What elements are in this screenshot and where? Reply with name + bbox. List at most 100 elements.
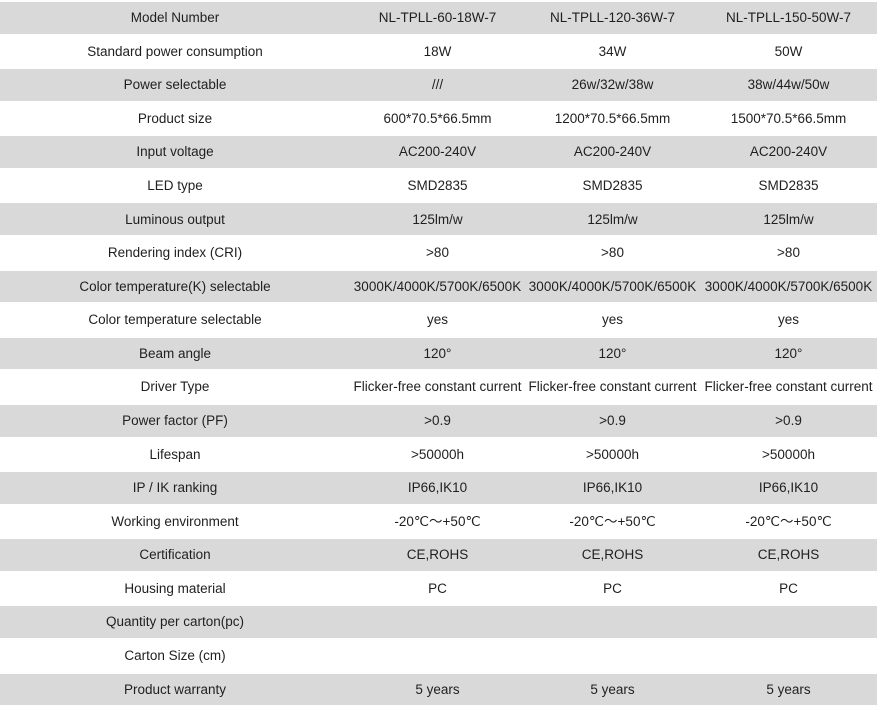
spec-value-model-2: >50000h	[586, 446, 639, 462]
table-row: Color temperature(K) selectable 3000K/40…	[0, 268, 877, 305]
spec-value-model-1: PC	[428, 580, 447, 596]
spec-label: Housing material	[124, 580, 226, 596]
spec-value-model-2: 5 years	[590, 681, 635, 697]
spec-value-model-2: SMD2835	[582, 177, 643, 193]
spec-value-model-1: AC200-240V	[398, 144, 477, 160]
table-row: Rendering index (CRI) >80 >80 >80	[0, 237, 877, 269]
spec-value-model-3: CE,ROHS	[757, 547, 820, 563]
spec-label: Rendering index (CRI)	[107, 245, 243, 261]
spec-label: Lifespan	[149, 446, 201, 462]
table-row: Beam angle 120° 120° 120°	[0, 335, 877, 372]
table-row: Standard power consumption 18W 34W 50W	[0, 35, 877, 68]
spec-value-model-1	[350, 606, 525, 638]
spec-value-model-3: IP66,IK10	[758, 480, 819, 496]
spec-value-model-2: IP66,IK10	[582, 480, 643, 496]
spec-value-model-1: SMD2835	[407, 177, 468, 193]
spec-value-model-3: 38w/44w/50w	[747, 77, 830, 93]
table-row: Carton Size (cm)	[0, 639, 877, 672]
table-row: Input voltage AC200-240V AC200-240V AC20…	[0, 134, 877, 170]
spec-value-model-1: >50000h	[411, 446, 464, 462]
spec-value-model-1	[350, 640, 525, 672]
spec-value-model-1: CE,ROHS	[406, 547, 469, 563]
spec-value-model-2: >80	[601, 245, 624, 261]
table-row: Lifespan >50000h >50000h >50000h	[0, 438, 877, 471]
spec-value-model-2: -20℃～+50℃	[569, 513, 656, 529]
spec-value-model-3	[700, 640, 877, 672]
spec-value-model-3: NL-TPLL-150-50W-7	[725, 10, 852, 26]
spec-value-model-3: SMD2835	[758, 177, 819, 193]
spec-label: IP / IK ranking	[132, 480, 218, 496]
spec-value-model-2: Flicker-free constant current	[528, 379, 697, 395]
table-row: Color temperature selectable yes yes yes	[0, 304, 877, 336]
spec-value-model-3: yes	[777, 312, 799, 328]
spec-value-model-2: 125lm/w	[587, 211, 638, 227]
spec-value-model-2: NL-TPLL-120-36W-7	[549, 10, 676, 26]
spec-label: Power factor (PF)	[122, 412, 228, 428]
table-row: Power factor (PF) >0.9 >0.9 >0.9	[0, 402, 877, 439]
spec-value-model-3	[700, 606, 877, 638]
table-row: Housing material PC PC PC	[0, 572, 877, 605]
table-row: Luminous output 125lm/w 125lm/w 125lm/w	[0, 201, 877, 238]
spec-label: Color temperature(K) selectable	[79, 278, 271, 294]
table-row: Power selectable /// 26w/32w/38w 38w/44w…	[0, 67, 877, 103]
spec-value-model-3: 125lm/w	[763, 211, 814, 227]
spec-value-model-3: >80	[777, 245, 800, 261]
spec-label: Product warranty	[123, 681, 227, 697]
spec-value-model-2: >0.9	[599, 412, 626, 428]
spec-value-model-2: 26w/32w/38w	[571, 77, 654, 93]
spec-label: Driver Type	[140, 379, 210, 395]
spec-value-model-3: 120°	[774, 345, 803, 361]
spec-label: Power selectable	[123, 77, 227, 93]
table-row: Working environment -20℃～+50℃ -20℃～+50℃ …	[0, 505, 877, 538]
spec-label: Product size	[137, 110, 213, 126]
spec-label: Working environment	[111, 513, 239, 529]
spec-value-model-2	[525, 640, 700, 672]
spec-value-model-3: >0.9	[775, 412, 802, 428]
spec-value-model-2: AC200-240V	[573, 144, 652, 160]
spec-value-model-2: 3000K/4000K/5700K/6500K	[528, 278, 697, 294]
spec-value-model-1: 3000K/4000K/5700K/6500K	[353, 278, 522, 294]
spec-value-model-3: >50000h	[762, 446, 815, 462]
spec-label: Input voltage	[136, 144, 214, 160]
spec-value-model-1: -20℃～+50℃	[394, 513, 481, 529]
spec-value-model-3: 3000K/4000K/5700K/6500K	[704, 278, 873, 294]
table-row: Driver Type Flicker-free constant curren…	[0, 371, 877, 403]
spec-value-model-3: 50W	[774, 43, 803, 59]
spec-value-model-1: 120°	[423, 345, 452, 361]
spec-label: Color temperature selectable	[88, 312, 262, 328]
spec-value-model-2: CE,ROHS	[581, 547, 644, 563]
table-row: Certification CE,ROHS CE,ROHS CE,ROHS	[0, 537, 877, 573]
spec-value-model-1: NL-TPLL-60-18W-7	[378, 10, 497, 26]
spec-value-model-2: yes	[601, 312, 623, 328]
spec-value-model-2	[525, 606, 700, 638]
spec-value-model-1: IP66,IK10	[407, 480, 468, 496]
spec-value-model-1: Flicker-free constant current	[353, 379, 522, 395]
spec-label: LED type	[147, 177, 203, 193]
spec-value-model-3: AC200-240V	[749, 144, 828, 160]
spec-value-model-1: ///	[431, 77, 444, 93]
table-row: Quantity per carton(pc)	[0, 604, 877, 640]
table-row: LED type SMD2835 SMD2835 SMD2835	[0, 169, 877, 202]
spec-value-model-3: -20℃～+50℃	[745, 513, 832, 529]
spec-label: Standard power consumption	[87, 43, 263, 59]
table-row: Model Number NL-TPLL-60-18W-7 NL-TPLL-12…	[0, 0, 877, 36]
spec-label: Luminous output	[125, 211, 225, 227]
spec-value-model-1: 5 years	[415, 681, 460, 697]
spec-value-model-1: 18W	[423, 43, 452, 59]
spec-value-model-2: 1200*70.5*66.5mm	[554, 110, 671, 126]
spec-value-model-2: 120°	[598, 345, 627, 361]
spec-label: Carton Size (cm)	[124, 648, 226, 664]
spec-label: Quantity per carton(pc)	[105, 614, 245, 630]
table-row: Product size 600*70.5*66.5mm 1200*70.5*6…	[0, 102, 877, 135]
spec-value-model-1: >0.9	[424, 412, 451, 428]
spec-label: Beam angle	[138, 345, 212, 361]
spec-value-model-3: Flicker-free constant current	[704, 379, 873, 395]
spec-value-model-1: yes	[426, 312, 448, 328]
spec-value-model-3: 1500*70.5*66.5mm	[730, 110, 847, 126]
spec-value-model-1: 125lm/w	[412, 211, 463, 227]
spec-value-model-2: PC	[603, 580, 622, 596]
spec-value-model-1: 600*70.5*66.5mm	[383, 110, 492, 126]
spec-value-model-2: 34W	[598, 43, 627, 59]
table-row: Product warranty 5 years 5 years 5 years	[0, 671, 877, 707]
